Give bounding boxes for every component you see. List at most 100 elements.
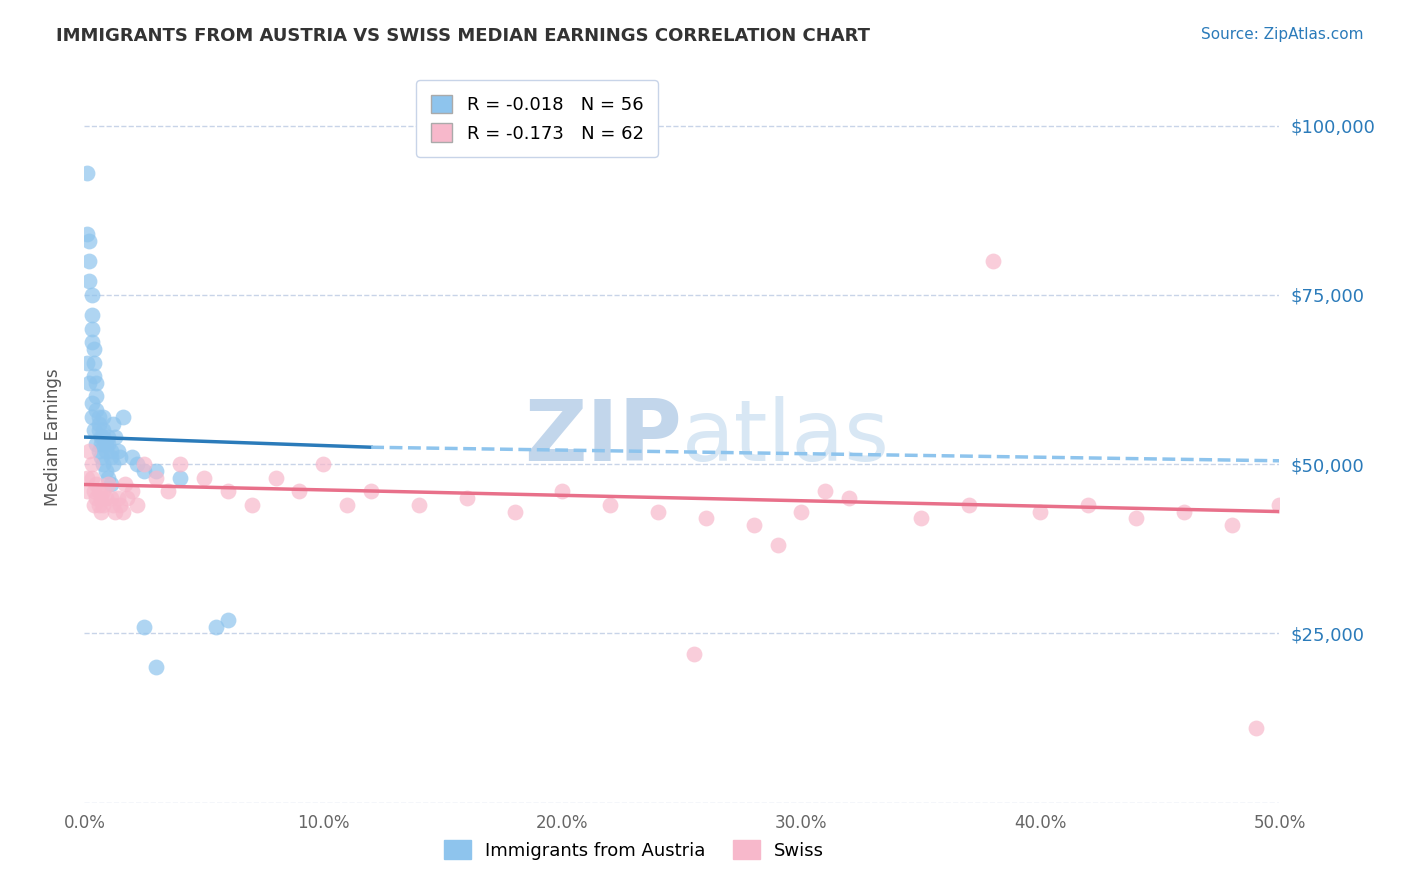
Point bbox=[1173, 505, 1195, 519]
Point bbox=[90, 491, 112, 505]
Point bbox=[94, 437, 117, 451]
Point bbox=[503, 505, 526, 519]
Point bbox=[83, 369, 105, 384]
Point bbox=[100, 477, 122, 491]
Point bbox=[80, 322, 103, 336]
Point bbox=[80, 335, 103, 350]
Point bbox=[117, 491, 139, 505]
Point bbox=[76, 484, 98, 499]
Point bbox=[97, 471, 120, 485]
Point bbox=[90, 450, 112, 465]
Point bbox=[100, 443, 122, 458]
Point bbox=[110, 498, 132, 512]
Point bbox=[93, 430, 115, 444]
Point bbox=[86, 491, 108, 505]
Text: atlas: atlas bbox=[682, 395, 890, 479]
Point bbox=[77, 234, 100, 248]
Point bbox=[1125, 511, 1147, 525]
Point bbox=[408, 498, 430, 512]
Point bbox=[145, 464, 167, 478]
Point bbox=[87, 498, 110, 512]
Point bbox=[264, 471, 287, 485]
Point bbox=[107, 491, 129, 505]
Point bbox=[77, 274, 100, 288]
Point bbox=[766, 538, 789, 552]
Point bbox=[86, 376, 108, 390]
Point bbox=[360, 484, 382, 499]
Point bbox=[76, 355, 98, 369]
Point bbox=[80, 288, 103, 302]
Point bbox=[77, 254, 100, 268]
Point bbox=[77, 443, 100, 458]
Point bbox=[683, 647, 706, 661]
Point bbox=[86, 477, 108, 491]
Point bbox=[107, 443, 129, 458]
Point bbox=[97, 430, 120, 444]
Point bbox=[695, 511, 717, 525]
Legend: Immigrants from Austria, Swiss: Immigrants from Austria, Swiss bbox=[437, 832, 831, 867]
Point bbox=[1268, 498, 1291, 512]
Point bbox=[83, 498, 105, 512]
Text: Source: ZipAtlas.com: Source: ZipAtlas.com bbox=[1201, 27, 1364, 42]
Point bbox=[121, 450, 143, 465]
Point bbox=[90, 430, 112, 444]
Point bbox=[790, 505, 813, 519]
Point bbox=[910, 511, 932, 525]
Point bbox=[336, 498, 359, 512]
Point bbox=[157, 484, 180, 499]
Point bbox=[111, 409, 134, 424]
Point bbox=[87, 443, 110, 458]
Text: IMMIGRANTS FROM AUSTRIA VS SWISS MEDIAN EARNINGS CORRELATION CHART: IMMIGRANTS FROM AUSTRIA VS SWISS MEDIAN … bbox=[56, 27, 870, 45]
Point bbox=[110, 450, 132, 465]
Point bbox=[1029, 505, 1052, 519]
Point bbox=[205, 620, 228, 634]
Point bbox=[101, 498, 124, 512]
Point bbox=[86, 437, 108, 451]
Point bbox=[169, 471, 191, 485]
Point bbox=[93, 457, 115, 471]
Point bbox=[104, 430, 127, 444]
Point bbox=[742, 518, 765, 533]
Point bbox=[169, 457, 191, 471]
Point bbox=[132, 620, 156, 634]
Point bbox=[97, 437, 120, 451]
Point bbox=[87, 409, 110, 424]
Point bbox=[83, 355, 105, 369]
Point bbox=[814, 484, 837, 499]
Point bbox=[86, 389, 108, 403]
Point bbox=[551, 484, 574, 499]
Point bbox=[83, 423, 105, 437]
Point bbox=[101, 417, 124, 431]
Point bbox=[838, 491, 860, 505]
Point bbox=[145, 471, 167, 485]
Point bbox=[83, 484, 105, 499]
Point bbox=[132, 457, 156, 471]
Point bbox=[90, 437, 112, 451]
Point bbox=[93, 498, 115, 512]
Point bbox=[121, 484, 143, 499]
Point bbox=[100, 450, 122, 465]
Point bbox=[93, 423, 115, 437]
Point bbox=[101, 457, 124, 471]
Point bbox=[76, 227, 98, 241]
Point bbox=[456, 491, 478, 505]
Point bbox=[77, 376, 100, 390]
Point bbox=[217, 613, 239, 627]
Point bbox=[83, 342, 105, 356]
Point bbox=[76, 166, 98, 180]
Point bbox=[80, 396, 103, 410]
Point bbox=[599, 498, 621, 512]
Point bbox=[94, 464, 117, 478]
Point bbox=[647, 505, 669, 519]
Point bbox=[288, 484, 311, 499]
Point bbox=[312, 457, 335, 471]
Point bbox=[1244, 721, 1267, 735]
Point bbox=[114, 477, 136, 491]
Point bbox=[240, 498, 263, 512]
Point bbox=[104, 505, 127, 519]
Point bbox=[80, 308, 103, 322]
Point bbox=[80, 471, 103, 485]
Point bbox=[193, 471, 215, 485]
Point bbox=[125, 498, 148, 512]
Point bbox=[1220, 518, 1243, 533]
